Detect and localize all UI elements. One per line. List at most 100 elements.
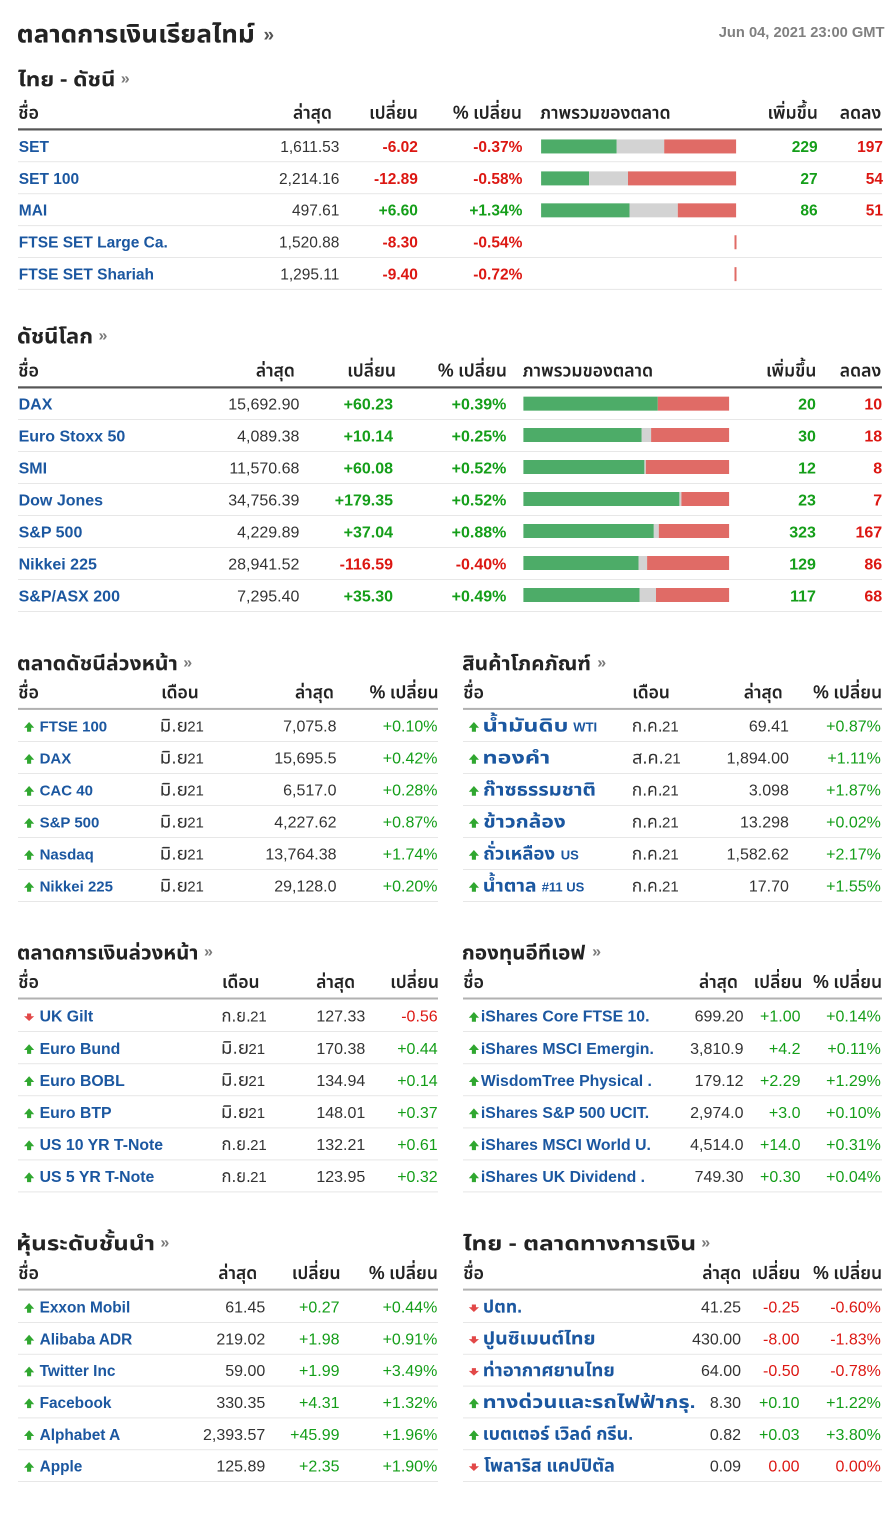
- svg-text:+1.99: +1.99: [299, 1363, 340, 1380]
- svg-text:61.45: 61.45: [225, 1300, 265, 1317]
- svg-text:+0.28%: +0.28%: [383, 783, 438, 800]
- svg-text:S&P/ASX 200: S&P/ASX 200: [19, 589, 120, 606]
- svg-text:6,517.0: 6,517.0: [283, 783, 336, 800]
- svg-text:+14.0: +14.0: [760, 1137, 801, 1154]
- svg-text:+0.27: +0.27: [299, 1300, 340, 1317]
- svg-text:0.00%: 0.00%: [836, 1459, 881, 1476]
- svg-text:41.25: 41.25: [701, 1300, 741, 1317]
- svg-text:UK Gilt: UK Gilt: [40, 1009, 94, 1026]
- svg-text:+3.49%: +3.49%: [383, 1363, 438, 1380]
- svg-text:11,570.68: 11,570.68: [229, 461, 299, 478]
- svg-text:148.01: 148.01: [316, 1105, 365, 1122]
- svg-text:+0.44: +0.44: [397, 1041, 438, 1058]
- svg-text:+4.31: +4.31: [299, 1395, 340, 1412]
- svg-text:+179.35: +179.35: [335, 493, 393, 510]
- svg-text:+1.96%: +1.96%: [383, 1427, 438, 1444]
- svg-text:7,075.8: 7,075.8: [283, 719, 336, 736]
- svg-text:iShares S&P 500 UCIT.: iShares S&P 500 UCIT.: [481, 1105, 649, 1122]
- svg-text:WTI: WTI: [573, 720, 597, 735]
- svg-text:+0.37: +0.37: [397, 1105, 438, 1122]
- svg-text:1,582.62: 1,582.62: [727, 847, 789, 864]
- svg-text:125.89: 125.89: [216, 1459, 265, 1476]
- svg-text:SET: SET: [19, 139, 50, 156]
- svg-text:+0.30: +0.30: [760, 1169, 801, 1186]
- svg-text:+0.87%: +0.87%: [826, 719, 881, 736]
- svg-text:12: 12: [798, 461, 816, 478]
- svg-text:-0.40%: -0.40%: [456, 557, 507, 574]
- svg-text:18: 18: [864, 429, 882, 446]
- svg-text:US: US: [561, 848, 579, 863]
- svg-text:+1.90%: +1.90%: [383, 1459, 438, 1476]
- svg-text:197: 197: [857, 139, 883, 156]
- svg-text:Exxon Mobil: Exxon Mobil: [40, 1300, 131, 1317]
- svg-text:13.298: 13.298: [740, 815, 789, 832]
- svg-text:WisdomTree Physical .: WisdomTree Physical .: [481, 1073, 652, 1090]
- svg-text:21: 21: [187, 879, 204, 896]
- svg-text:127.33: 127.33: [316, 1009, 365, 1026]
- svg-text:219.02: 219.02: [216, 1331, 265, 1348]
- svg-text:21: 21: [250, 1169, 267, 1186]
- svg-text:+0.14: +0.14: [397, 1073, 438, 1090]
- svg-text:7,295.40: 7,295.40: [237, 589, 299, 606]
- svg-text:69.41: 69.41: [749, 719, 789, 736]
- svg-text:64.00: 64.00: [701, 1363, 741, 1380]
- svg-text:4,229.89: 4,229.89: [237, 525, 299, 542]
- svg-text:132.21: 132.21: [316, 1137, 365, 1154]
- svg-text:21: 21: [662, 847, 679, 864]
- svg-text:-0.72%: -0.72%: [473, 267, 522, 284]
- svg-text:-0.60%: -0.60%: [830, 1300, 881, 1317]
- svg-text:+1.74%: +1.74%: [383, 847, 438, 864]
- svg-text:US 10 YR T-Note: US 10 YR T-Note: [40, 1137, 164, 1154]
- svg-text:+0.88%: +0.88%: [452, 525, 507, 542]
- svg-text:#11 US: #11 US: [542, 880, 585, 895]
- svg-text:Alibaba ADR: Alibaba ADR: [40, 1331, 133, 1348]
- svg-text:21: 21: [187, 751, 204, 768]
- svg-text:330.35: 330.35: [216, 1395, 265, 1412]
- svg-text:iShares UK Dividend .: iShares UK Dividend .: [481, 1169, 645, 1186]
- svg-text:21: 21: [248, 1041, 265, 1058]
- svg-text:23: 23: [798, 493, 816, 510]
- svg-text:+1.87%: +1.87%: [826, 783, 881, 800]
- svg-text:-0.37%: -0.37%: [473, 139, 522, 156]
- svg-text:86: 86: [800, 203, 818, 220]
- svg-text:+2.29: +2.29: [760, 1073, 801, 1090]
- svg-text:54: 54: [866, 171, 884, 188]
- svg-text:US 5 YR T-Note: US 5 YR T-Note: [40, 1169, 155, 1186]
- svg-text:21: 21: [662, 815, 679, 832]
- svg-text:28,941.52: 28,941.52: [228, 557, 299, 574]
- svg-text:+6.60: +6.60: [379, 203, 418, 220]
- svg-text:15,692.90: 15,692.90: [228, 397, 299, 414]
- svg-text:2,393.57: 2,393.57: [203, 1427, 265, 1444]
- svg-text:»: »: [597, 654, 606, 671]
- svg-text:+0.10%: +0.10%: [383, 719, 438, 736]
- svg-text:68: 68: [864, 589, 882, 606]
- svg-text:129: 129: [789, 557, 816, 574]
- svg-text:-0.25: -0.25: [763, 1300, 800, 1317]
- svg-text:+0.10%: +0.10%: [826, 1105, 881, 1122]
- svg-text:Nikkei 225: Nikkei 225: [19, 557, 97, 574]
- svg-text:21: 21: [187, 719, 204, 736]
- svg-text:4,514.0: 4,514.0: [690, 1137, 743, 1154]
- svg-text:167: 167: [855, 525, 882, 542]
- svg-text:7: 7: [873, 493, 882, 510]
- svg-text:30: 30: [798, 429, 816, 446]
- svg-text:+10.14: +10.14: [344, 429, 393, 446]
- svg-text:-9.40: -9.40: [383, 267, 418, 284]
- svg-text:+37.04: +37.04: [344, 525, 393, 542]
- svg-text:SMI: SMI: [19, 461, 47, 478]
- svg-text:+1.34%: +1.34%: [469, 203, 522, 220]
- svg-text:+0.44%: +0.44%: [383, 1300, 438, 1317]
- svg-text:+2.35: +2.35: [299, 1459, 340, 1476]
- svg-text:»: »: [701, 1235, 710, 1252]
- svg-text:Twitter Inc: Twitter Inc: [40, 1363, 116, 1380]
- svg-text:Nasdaq: Nasdaq: [40, 847, 94, 864]
- svg-text:21: 21: [248, 1105, 265, 1122]
- svg-text:21: 21: [662, 783, 679, 800]
- svg-text:+1.29%: +1.29%: [826, 1073, 881, 1090]
- svg-text:FTSE SET Shariah: FTSE SET Shariah: [19, 267, 154, 284]
- svg-text:CAC 40: CAC 40: [40, 783, 93, 800]
- svg-text:21: 21: [662, 879, 679, 896]
- svg-text:0.00: 0.00: [768, 1459, 799, 1476]
- svg-text:21: 21: [250, 1137, 267, 1154]
- svg-text:+35.30: +35.30: [344, 589, 393, 606]
